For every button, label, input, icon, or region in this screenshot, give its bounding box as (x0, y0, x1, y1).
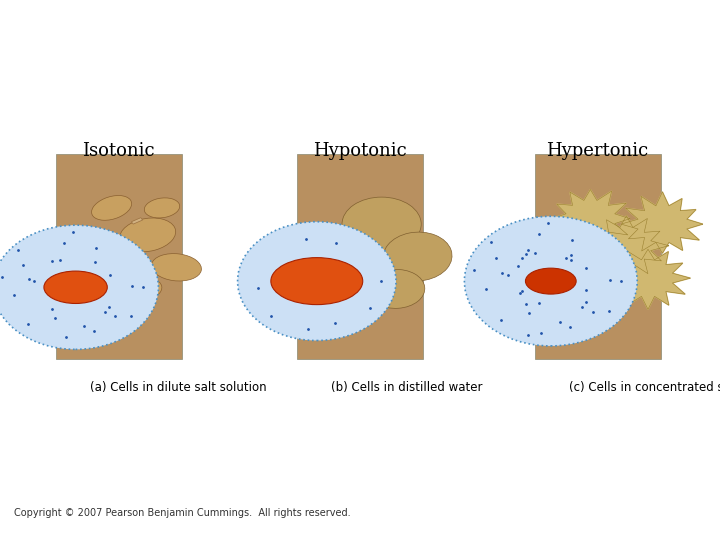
Polygon shape (586, 215, 669, 277)
Bar (56, 154, 181, 359)
Bar (131, 218, 143, 224)
Polygon shape (621, 192, 703, 253)
Circle shape (464, 217, 637, 346)
Ellipse shape (151, 254, 202, 281)
Ellipse shape (271, 258, 363, 305)
Text: Copyright © 2007 Pearson Benjamin Cummings.  All rights reserved.: Copyright © 2007 Pearson Benjamin Cummin… (14, 508, 351, 518)
Bar (297, 154, 423, 359)
Text: Isotonic: Isotonic (83, 142, 155, 160)
Ellipse shape (144, 198, 180, 218)
Text: (a) Cells in dilute salt solution: (a) Cells in dilute salt solution (90, 381, 266, 394)
Ellipse shape (342, 197, 421, 251)
Bar (534, 154, 660, 359)
Text: (c) Cells in concentrated salt solution: (c) Cells in concentrated salt solution (569, 381, 720, 394)
Ellipse shape (526, 268, 576, 294)
Ellipse shape (91, 195, 132, 220)
Text: Hypotonic: Hypotonic (313, 142, 407, 160)
Ellipse shape (119, 277, 162, 301)
Ellipse shape (383, 232, 452, 281)
Ellipse shape (71, 229, 109, 252)
Polygon shape (606, 249, 690, 309)
Circle shape (238, 222, 396, 341)
Ellipse shape (367, 269, 425, 308)
Ellipse shape (120, 218, 176, 252)
Text: Hypertonic: Hypertonic (546, 142, 649, 160)
Ellipse shape (94, 248, 144, 275)
Text: (b) Cells in distilled water: (b) Cells in distilled water (331, 381, 482, 394)
Ellipse shape (315, 236, 376, 277)
Ellipse shape (44, 271, 107, 303)
Circle shape (0, 225, 158, 349)
Polygon shape (552, 190, 630, 249)
